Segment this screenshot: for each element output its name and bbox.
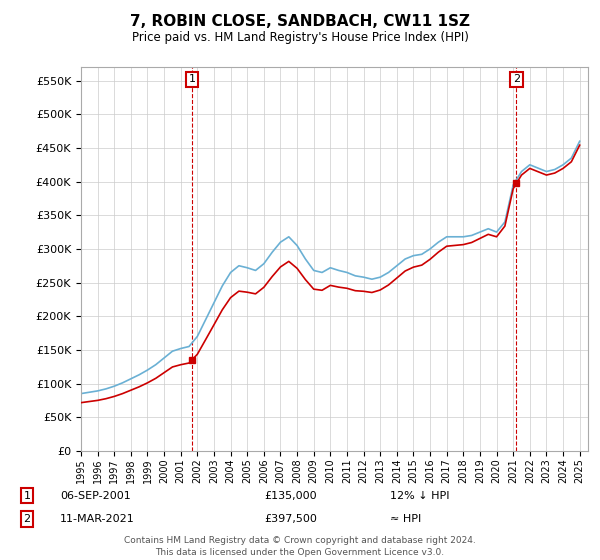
- Text: 2: 2: [513, 74, 520, 85]
- Text: 1: 1: [23, 491, 31, 501]
- Text: £397,500: £397,500: [264, 514, 317, 524]
- Text: 2: 2: [23, 514, 31, 524]
- Text: 11-MAR-2021: 11-MAR-2021: [60, 514, 135, 524]
- Text: 1: 1: [188, 74, 196, 85]
- Text: 06-SEP-2001: 06-SEP-2001: [60, 491, 131, 501]
- Text: £135,000: £135,000: [264, 491, 317, 501]
- Text: 7, ROBIN CLOSE, SANDBACH, CW11 1SZ: 7, ROBIN CLOSE, SANDBACH, CW11 1SZ: [130, 14, 470, 29]
- Text: ≈ HPI: ≈ HPI: [390, 514, 421, 524]
- Text: Price paid vs. HM Land Registry's House Price Index (HPI): Price paid vs. HM Land Registry's House …: [131, 31, 469, 44]
- Text: 12% ↓ HPI: 12% ↓ HPI: [390, 491, 449, 501]
- Text: Contains HM Land Registry data © Crown copyright and database right 2024.
This d: Contains HM Land Registry data © Crown c…: [124, 536, 476, 557]
